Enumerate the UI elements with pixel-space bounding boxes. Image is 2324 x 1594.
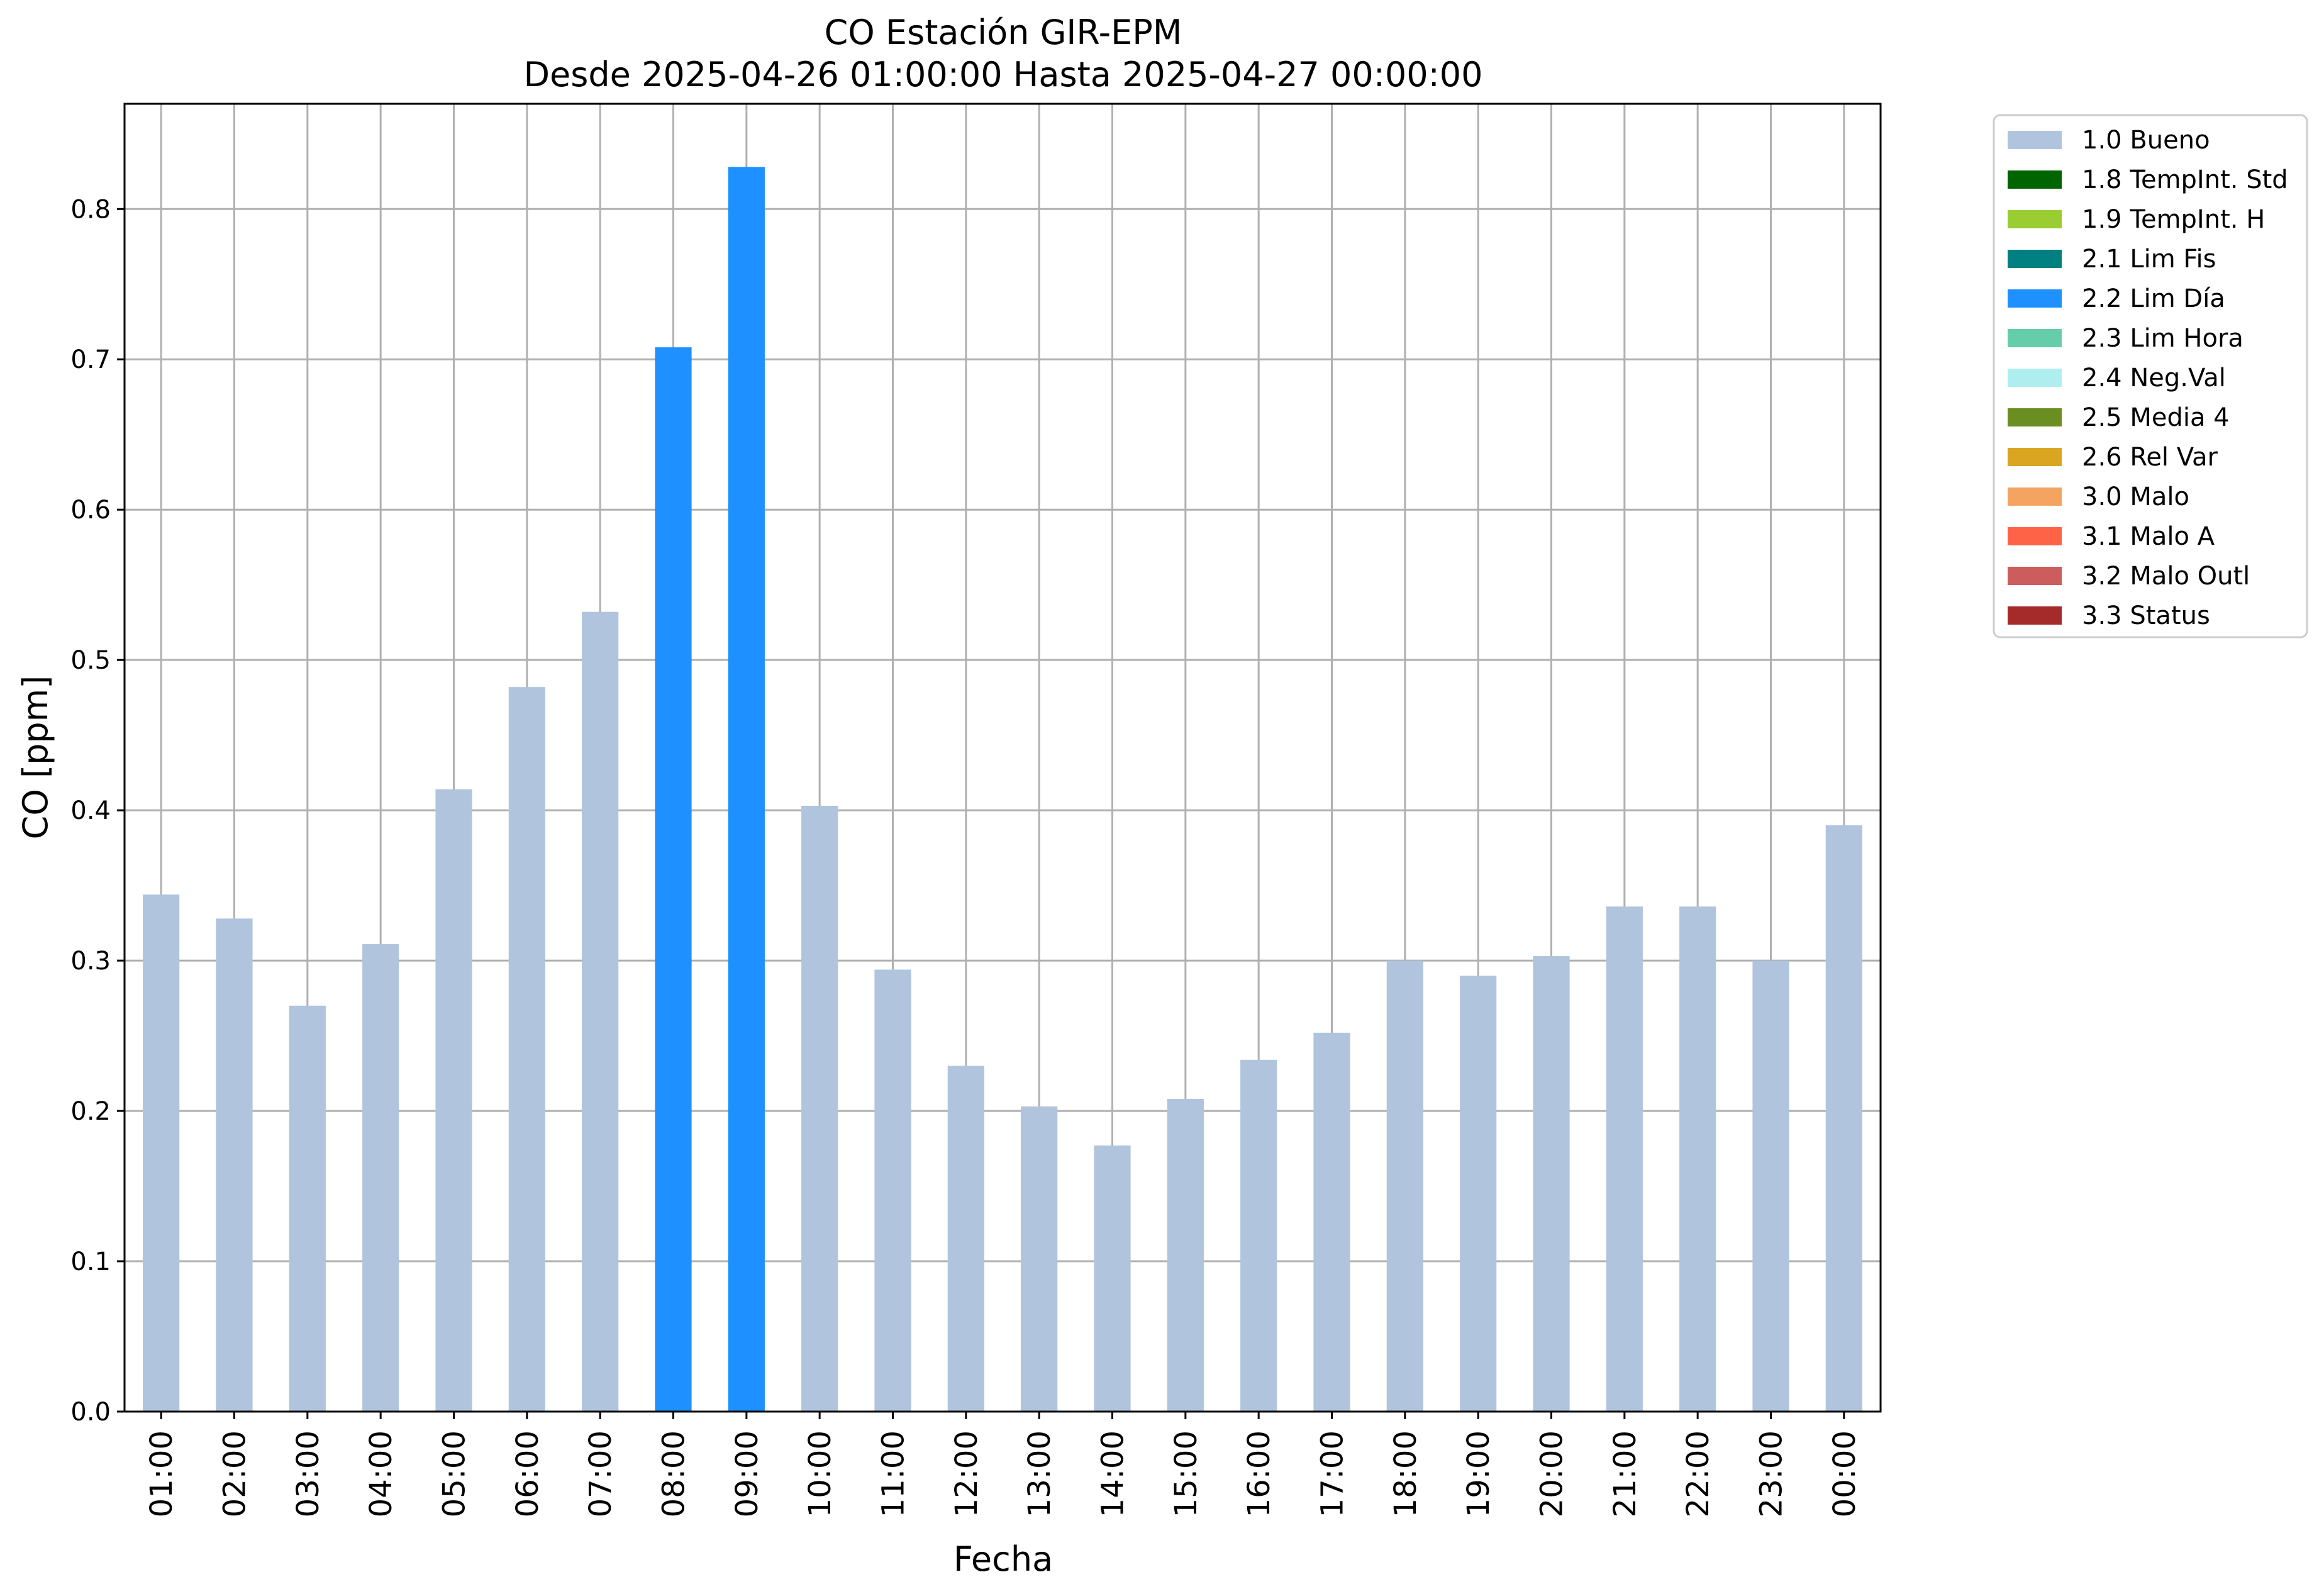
bar-0400 — [362, 944, 399, 1412]
bar-0700 — [582, 611, 619, 1412]
bar-0600 — [508, 687, 545, 1412]
y-tick-label: 0.6 — [70, 496, 111, 525]
x-tick-label: 21:00 — [1608, 1430, 1643, 1517]
legend-swatch — [2008, 527, 2062, 545]
x-tick-label: 07:00 — [583, 1430, 618, 1517]
y-tick-label: 0.5 — [70, 646, 111, 675]
legend-frame — [1993, 114, 2308, 638]
legend-label: 2.1 Lim Fis — [2082, 245, 2216, 274]
bar-0800 — [655, 347, 692, 1412]
x-axis-label: Fecha — [954, 1539, 1053, 1579]
legend-label: 2.3 Lim Hora — [2082, 324, 2243, 353]
legend-swatch — [2008, 448, 2062, 466]
legend-swatch — [2008, 170, 2062, 189]
y-tick-label: 0.7 — [70, 345, 111, 374]
x-tick-label: 12:00 — [949, 1430, 984, 1517]
x-tick-label: 06:00 — [510, 1430, 545, 1517]
y-tick-label: 0.3 — [70, 947, 111, 976]
bar-0000 — [1825, 825, 1862, 1412]
legend-label: 3.0 Malo — [2082, 482, 2189, 511]
x-axis-ticks: 01:00 02:00 03:00 04:00 05:00 06:00 07:00 08:00… — [144, 1412, 1862, 1517]
y-axis-label: CO [ppm] — [16, 676, 55, 840]
bar-2000 — [1533, 956, 1570, 1412]
legend-swatch — [2008, 250, 2062, 268]
legend-swatch — [2008, 289, 2062, 308]
x-tick-label: 00:00 — [1827, 1430, 1862, 1517]
bar-1100 — [874, 969, 911, 1412]
y-axis-ticks: 0.0 0.1 0.2 0.3 0.4 0.5 0.6 0.7 0.8 — [70, 195, 125, 1427]
legend-label: 1.9 TempInt. H — [2082, 205, 2265, 234]
x-tick-label: 11:00 — [876, 1430, 911, 1517]
bar-1700 — [1313, 1032, 1350, 1412]
y-tick-label: 0.0 — [70, 1398, 111, 1427]
x-tick-label: 22:00 — [1681, 1430, 1716, 1517]
x-tick-label: 17:00 — [1315, 1430, 1350, 1517]
legend: 1.0 Bueno 1.8 TempInt. Std 1.9 TempInt. H 2… — [1993, 114, 2308, 638]
legend-label: 1.0 Bueno — [2082, 126, 2210, 155]
bar-0300 — [289, 1005, 326, 1412]
bar-1400 — [1094, 1145, 1131, 1412]
bar-2300 — [1752, 961, 1789, 1412]
legend-swatch — [2008, 329, 2062, 347]
x-tick-label: 16:00 — [1242, 1430, 1277, 1517]
legend-entries: 1.0 Bueno 1.8 TempInt. Std 1.9 TempInt. H 2… — [2008, 126, 2288, 630]
bar-1200 — [947, 1066, 984, 1412]
legend-label: 2.4 Neg.Val — [2082, 364, 2226, 393]
chart-title: CO Estación GIR-EPM — [825, 13, 1182, 52]
x-tick-label: 10:00 — [803, 1430, 838, 1517]
legend-swatch — [2008, 488, 2062, 506]
legend-label: 2.5 Media 4 — [2082, 403, 2230, 432]
x-tick-label: 05:00 — [437, 1430, 472, 1517]
legend-swatch — [2008, 210, 2062, 228]
legend-swatch — [2008, 131, 2062, 149]
plot-frame — [123, 103, 1882, 1413]
x-tick-label: 19:00 — [1461, 1430, 1496, 1517]
bar-2200 — [1679, 906, 1716, 1412]
legend-label: 3.2 Malo Outl — [2082, 562, 2250, 591]
legend-label: 3.1 Malo A — [2082, 522, 2215, 551]
bar-2100 — [1606, 906, 1643, 1412]
x-tick-label: 15:00 — [1169, 1430, 1204, 1517]
bar-0900 — [728, 167, 765, 1412]
y-tick-label: 0.1 — [70, 1247, 111, 1276]
legend-swatch — [2008, 408, 2062, 426]
legend-swatch — [2008, 567, 2062, 585]
x-tick-label: 09:00 — [730, 1430, 765, 1517]
x-tick-label: 20:00 — [1535, 1430, 1570, 1517]
x-tick-label: 01:00 — [144, 1430, 179, 1517]
x-tick-label: 18:00 — [1388, 1430, 1423, 1517]
bar-0500 — [435, 789, 472, 1412]
x-tick-label: 23:00 — [1754, 1430, 1789, 1517]
y-tick-label: 0.4 — [70, 796, 111, 825]
x-tick-label: 13:00 — [1022, 1430, 1057, 1517]
x-tick-label: 08:00 — [657, 1430, 692, 1517]
bar-1300 — [1021, 1106, 1058, 1412]
bar-1600 — [1240, 1059, 1277, 1412]
bar-1800 — [1386, 961, 1423, 1412]
bar-0200 — [216, 918, 253, 1412]
legend-swatch — [2008, 606, 2062, 625]
legend-label: 1.8 TempInt. Std — [2082, 165, 2288, 194]
legend-swatch — [2008, 369, 2062, 387]
x-tick-label: 14:00 — [1096, 1430, 1131, 1517]
x-tick-label: 04:00 — [364, 1430, 399, 1517]
y-tick-label: 0.8 — [70, 195, 111, 224]
bar-1000 — [801, 805, 838, 1412]
y-tick-label: 0.2 — [70, 1097, 111, 1126]
bars — [143, 167, 1862, 1412]
legend-label: 2.6 Rel Var — [2082, 443, 2218, 472]
x-tick-label: 02:00 — [218, 1430, 253, 1517]
bar-1900 — [1460, 976, 1497, 1412]
chart-subtitle: Desde 2025-04-26 01:00:00 Hasta 2025-04-… — [523, 55, 1482, 94]
bar-1500 — [1167, 1098, 1204, 1412]
legend-label: 2.2 Lim Día — [2082, 284, 2225, 313]
bar-0100 — [143, 894, 180, 1412]
legend-label: 3.3 Status — [2082, 601, 2210, 630]
x-tick-label: 03:00 — [291, 1430, 326, 1517]
